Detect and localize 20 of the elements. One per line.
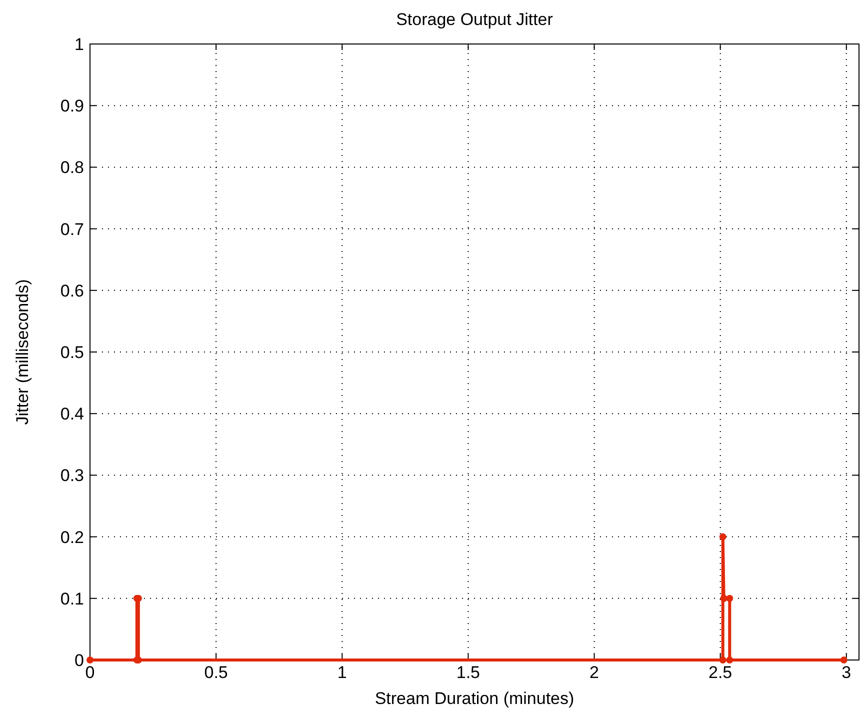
x-axis-title: Stream Duration (minutes) <box>374 689 574 708</box>
x-tick-label: 1 <box>337 663 347 682</box>
y-tick-label: 0.8 <box>60 158 84 178</box>
y-tick-label: 0.5 <box>60 342 84 362</box>
x-tick-label: 0.5 <box>204 663 228 682</box>
y-tick-label: 0.4 <box>60 404 84 424</box>
y-tick-label: 0.2 <box>60 528 84 547</box>
y-tick-label: 0.1 <box>60 589 84 608</box>
x-tick-label: 3 <box>842 663 852 682</box>
x-tick-label: 2 <box>590 663 599 682</box>
y-tick-label: 0.9 <box>60 96 84 116</box>
y-axis-title: Jitter (milliseconds) <box>13 279 32 425</box>
chart-title: Storage Output Jitter <box>396 10 554 29</box>
y-tick-label: 1 <box>74 34 84 54</box>
y-tick-label: 0.6 <box>60 281 84 300</box>
x-tick-label: 1.5 <box>456 663 480 682</box>
y-tick-label: 0.7 <box>60 220 84 239</box>
y-tick-label: 0 <box>74 650 84 670</box>
y-tick-label: 0.3 <box>60 466 84 486</box>
x-tick-label: 2.5 <box>708 663 732 682</box>
